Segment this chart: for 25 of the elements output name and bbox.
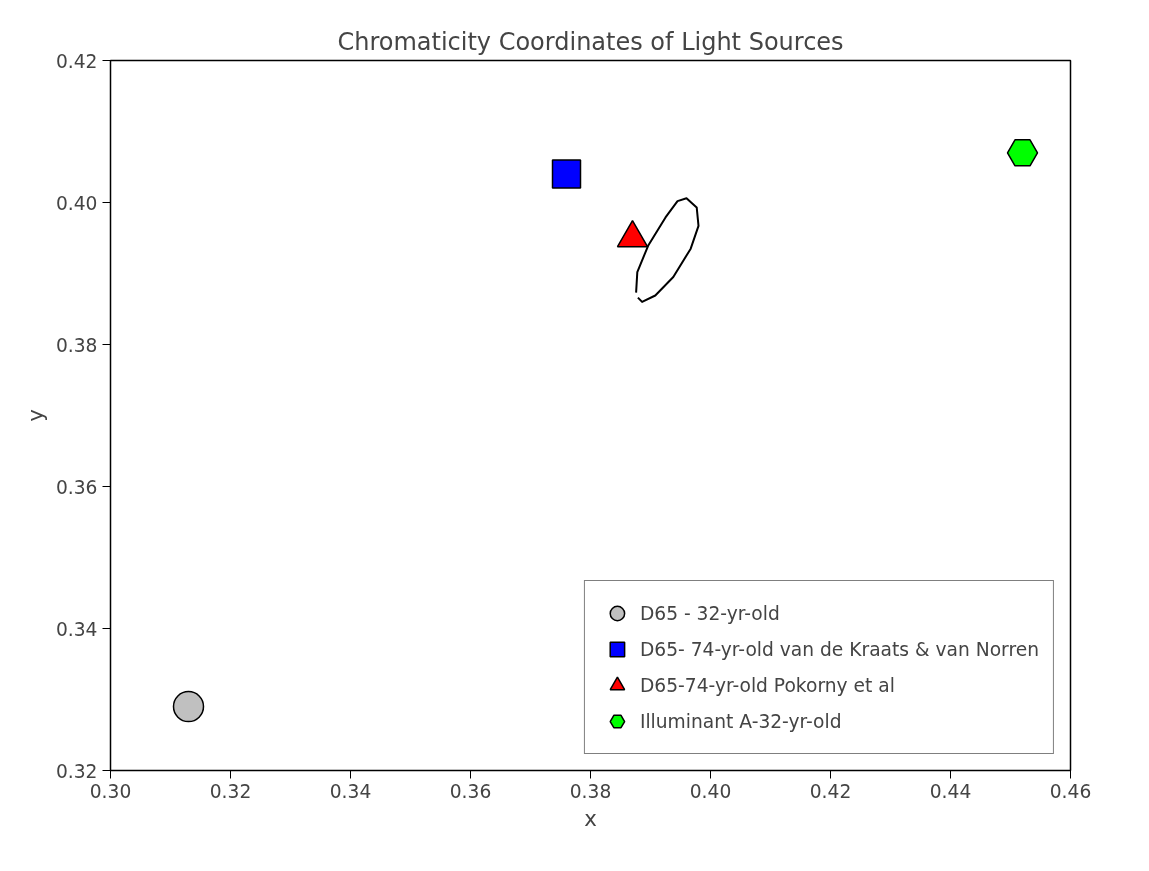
x-tick-label: 0.32 xyxy=(209,780,252,802)
x-tick-label: 0.42 xyxy=(809,780,852,802)
point xyxy=(172,690,205,723)
y-tick-label: 0.42 xyxy=(55,50,98,72)
y-tick-label: 0.38 xyxy=(55,334,98,356)
y-tick-label: 0.40 xyxy=(55,192,98,214)
y-tick-label: 0.32 xyxy=(55,760,98,782)
legend-label: D65 - 32-yr-old xyxy=(639,602,780,624)
x-tick-label: 0.30 xyxy=(89,780,132,802)
chart-title: Chromaticity Coordinates of Light Sources xyxy=(337,27,844,56)
x-tick-label: 0.40 xyxy=(689,780,732,802)
legend-label: D65- 74-yr-old van de Kraats & van Norren xyxy=(639,638,1039,660)
y-tick-label: 0.34 xyxy=(55,618,98,640)
legend-label: Illuminant A-32-yr-old xyxy=(639,710,842,732)
legend-label: D65-74-yr-old Pokorny et al xyxy=(639,674,895,696)
y-tick-label: 0.36 xyxy=(55,476,98,498)
x-tick-label: 0.36 xyxy=(449,780,492,802)
x-tick-label: 0.46 xyxy=(1049,780,1092,802)
x-tick-label: 0.44 xyxy=(929,780,972,802)
x-tick-label: 0.34 xyxy=(329,780,372,802)
point xyxy=(1006,139,1039,167)
y-axis-title: y xyxy=(22,409,48,422)
point xyxy=(551,159,582,189)
x-tick-label: 0.38 xyxy=(569,780,612,802)
x-axis-title: x xyxy=(584,805,597,831)
